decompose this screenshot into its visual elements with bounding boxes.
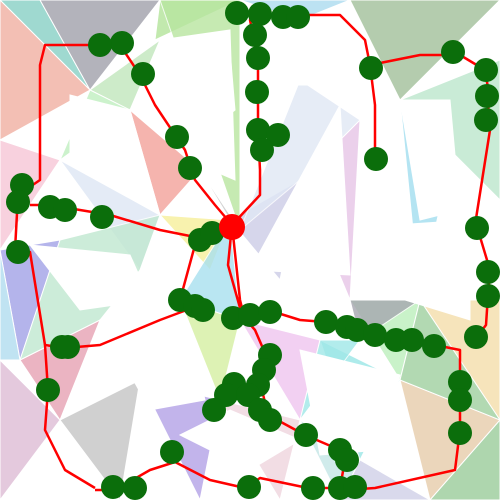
open-area <box>28 244 151 311</box>
waypoint-node[interactable] <box>191 298 215 322</box>
terrain-tile <box>0 359 61 500</box>
waypoint-node[interactable] <box>474 58 498 82</box>
waypoint-node[interactable] <box>178 156 202 180</box>
waypoint-node[interactable] <box>110 31 134 55</box>
waypoint-node[interactable] <box>246 46 270 70</box>
open-area <box>99 299 206 411</box>
current-position-layer[interactable] <box>219 214 245 240</box>
open-area <box>299 349 401 456</box>
waypoint-node[interactable] <box>245 80 269 104</box>
waypoint-node[interactable] <box>335 448 359 472</box>
waypoint-node[interactable] <box>202 398 226 422</box>
waypoint-node[interactable] <box>465 216 489 240</box>
open-area <box>69 94 161 217</box>
waypoint-node[interactable] <box>6 190 30 214</box>
waypoint-node[interactable] <box>160 440 184 464</box>
waypoint-node[interactable] <box>243 23 267 47</box>
waypoint-node[interactable] <box>250 138 274 162</box>
terrain-tile <box>429 419 500 500</box>
open-area <box>249 103 351 276</box>
waypoint-node[interactable] <box>476 284 500 308</box>
waypoint-nodes-layer[interactable] <box>6 1 500 500</box>
waypoint-node[interactable] <box>345 318 369 342</box>
open-area <box>284 34 361 86</box>
waypoint-node[interactable] <box>363 323 387 347</box>
terrain-tile <box>59 379 141 500</box>
waypoint-node[interactable] <box>165 125 189 149</box>
waypoint-node[interactable] <box>56 335 80 359</box>
waypoint-node[interactable] <box>294 423 318 447</box>
waypoint-node[interactable] <box>237 475 261 499</box>
waypoint-node[interactable] <box>475 84 499 108</box>
waypoint-node[interactable] <box>88 33 112 57</box>
waypoint-node[interactable] <box>238 303 262 327</box>
waypoint-node[interactable] <box>464 325 488 349</box>
waypoint-node[interactable] <box>90 205 114 229</box>
waypoint-node[interactable] <box>258 300 282 324</box>
waypoint-node[interactable] <box>246 118 270 142</box>
waypoint-node[interactable] <box>53 198 77 222</box>
waypoint-node[interactable] <box>441 40 465 64</box>
current-position-marker[interactable] <box>219 214 245 240</box>
waypoint-node[interactable] <box>266 123 290 147</box>
waypoint-node[interactable] <box>476 260 500 284</box>
waypoint-node[interactable] <box>36 378 60 402</box>
waypoint-node[interactable] <box>101 475 125 499</box>
waypoint-node[interactable] <box>258 408 282 432</box>
waypoint-node[interactable] <box>448 388 472 412</box>
waypoint-node[interactable] <box>131 62 155 86</box>
waypoint-node[interactable] <box>400 328 424 352</box>
waypoint-node[interactable] <box>248 2 272 26</box>
waypoint-node[interactable] <box>343 475 367 499</box>
waypoint-node[interactable] <box>474 108 498 132</box>
open-area <box>199 49 236 131</box>
waypoint-node[interactable] <box>200 221 224 245</box>
waypoint-node[interactable] <box>448 421 472 445</box>
waypoint-node[interactable] <box>225 1 249 25</box>
open-area <box>399 99 461 221</box>
waypoint-node[interactable] <box>123 476 147 500</box>
waypoint-node[interactable] <box>6 240 30 264</box>
waypoint-node[interactable] <box>314 310 338 334</box>
waypoint-node[interactable] <box>301 476 325 500</box>
waypoint-node[interactable] <box>364 147 388 171</box>
open-areas-layer <box>28 29 471 471</box>
waypoint-node[interactable] <box>422 334 446 358</box>
waypoint-node[interactable] <box>359 56 383 80</box>
waypoint-node[interactable] <box>286 5 310 29</box>
waypoint-node[interactable] <box>448 370 472 394</box>
terrain-tile <box>0 249 21 361</box>
open-area <box>394 219 471 321</box>
